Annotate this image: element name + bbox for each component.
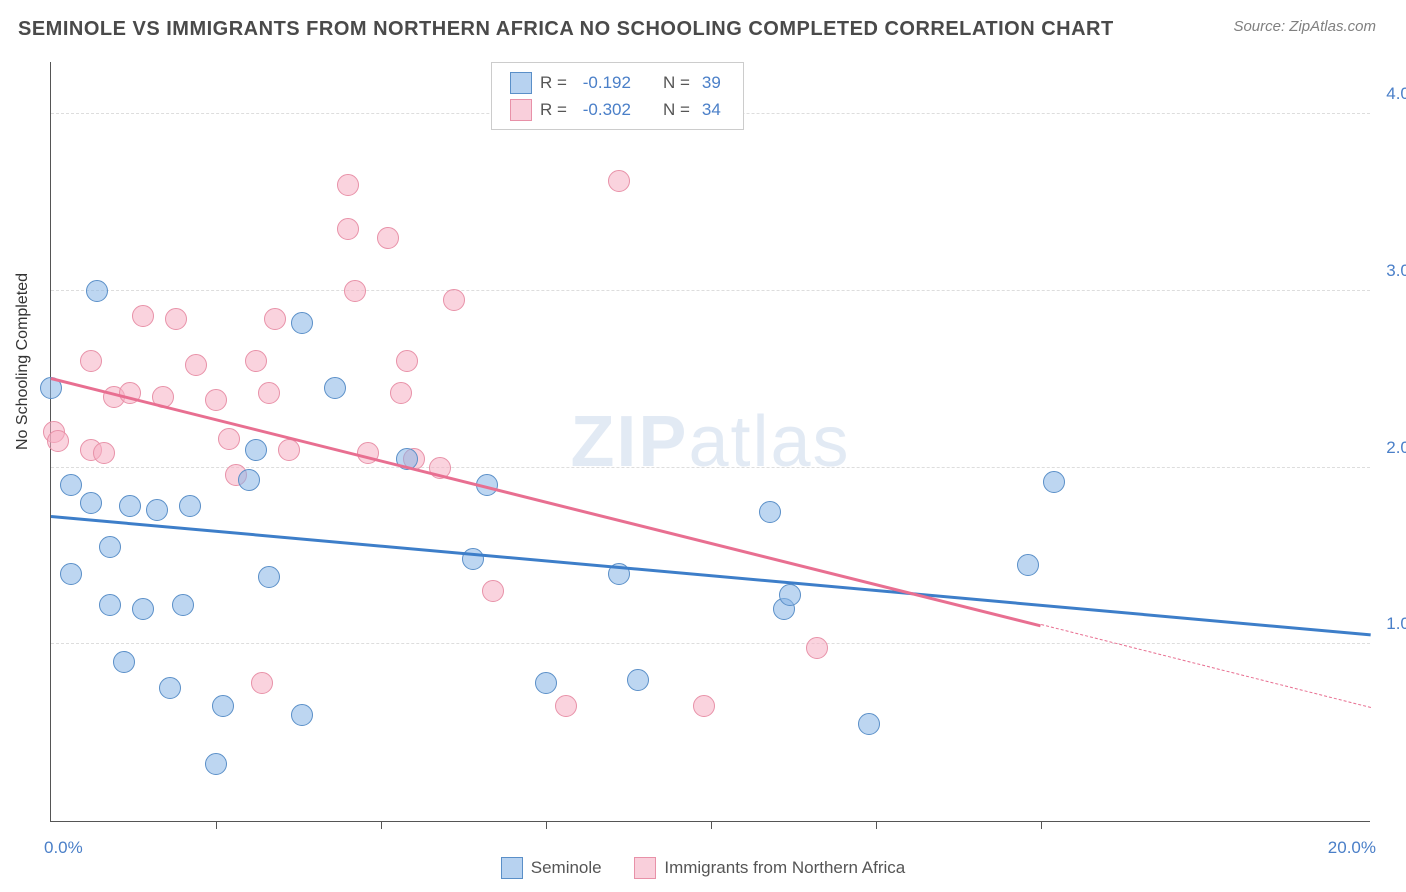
- gridline: [51, 467, 1370, 468]
- data-point-pink: [555, 695, 577, 717]
- data-point-pink: [132, 305, 154, 327]
- data-point-blue: [324, 377, 346, 399]
- data-point-pink: [443, 289, 465, 311]
- x-tick: [876, 821, 877, 829]
- data-point-blue: [858, 713, 880, 735]
- y-tick-label: 3.0%: [1386, 261, 1406, 281]
- legend-swatch-1: [501, 857, 523, 879]
- data-point-pink: [608, 170, 630, 192]
- legend-swatch-2: [634, 857, 656, 879]
- data-point-blue: [535, 672, 557, 694]
- data-point-pink: [264, 308, 286, 330]
- data-point-pink: [390, 382, 412, 404]
- n-label-1: N =: [663, 69, 690, 96]
- data-point-pink: [47, 430, 69, 452]
- data-point-blue: [258, 566, 280, 588]
- data-point-blue: [212, 695, 234, 717]
- data-point-blue: [132, 598, 154, 620]
- legend-label-2: Immigrants from Northern Africa: [664, 858, 905, 878]
- data-point-blue: [60, 563, 82, 585]
- r-label-1: R =: [540, 69, 567, 96]
- data-point-blue: [80, 492, 102, 514]
- data-point-blue: [759, 501, 781, 523]
- data-point-blue: [627, 669, 649, 691]
- x-tick: [1041, 821, 1042, 829]
- data-point-pink: [205, 389, 227, 411]
- data-point-blue: [291, 312, 313, 334]
- data-point-blue: [99, 594, 121, 616]
- data-point-blue: [172, 594, 194, 616]
- y-axis-label: No Schooling Completed: [14, 273, 32, 450]
- swatch-series2: [510, 99, 532, 121]
- n-label-2: N =: [663, 96, 690, 123]
- data-point-blue: [1043, 471, 1065, 493]
- data-point-blue: [159, 677, 181, 699]
- data-point-blue: [113, 651, 135, 673]
- trendline-pink-dashed: [1041, 624, 1372, 709]
- x-tick: [711, 821, 712, 829]
- trendline-blue: [51, 515, 1371, 636]
- legend-item-1: Seminole: [501, 857, 602, 879]
- swatch-series1: [510, 72, 532, 94]
- stats-row-1: R = -0.192 N = 39: [510, 69, 725, 96]
- data-point-blue: [146, 499, 168, 521]
- data-point-pink: [806, 637, 828, 659]
- source-label: Source: ZipAtlas.com: [1233, 18, 1376, 35]
- data-point-blue: [1017, 554, 1039, 576]
- data-point-blue: [60, 474, 82, 496]
- data-point-blue: [119, 495, 141, 517]
- watermark-light: atlas: [688, 402, 850, 482]
- r-label-2: R =: [540, 96, 567, 123]
- gridline: [51, 643, 1370, 644]
- data-point-pink: [251, 672, 273, 694]
- data-point-pink: [80, 350, 102, 372]
- data-point-blue: [238, 469, 260, 491]
- data-point-pink: [396, 350, 418, 372]
- data-point-pink: [245, 350, 267, 372]
- n-value-1: 39: [698, 69, 725, 96]
- n-value-2: 34: [698, 96, 725, 123]
- data-point-blue: [291, 704, 313, 726]
- legend-label-1: Seminole: [531, 858, 602, 878]
- plot-area: ZIPatlas R = -0.192 N = 39 R = -0.302 N …: [50, 62, 1370, 822]
- data-point-blue: [86, 280, 108, 302]
- chart-title: SEMINOLE VS IMMIGRANTS FROM NORTHERN AFR…: [18, 18, 1114, 41]
- x-tick: [216, 821, 217, 829]
- data-point-pink: [258, 382, 280, 404]
- stats-legend-box: R = -0.192 N = 39 R = -0.302 N = 34: [491, 62, 744, 130]
- x-end-label: 20.0%: [1328, 838, 1376, 858]
- y-tick-label: 2.0%: [1386, 438, 1406, 458]
- y-tick-label: 4.0%: [1386, 84, 1406, 104]
- data-point-pink: [693, 695, 715, 717]
- legend-item-2: Immigrants from Northern Africa: [634, 857, 905, 879]
- data-point-pink: [337, 174, 359, 196]
- data-point-blue: [99, 536, 121, 558]
- x-start-label: 0.0%: [44, 838, 83, 858]
- data-point-pink: [337, 218, 359, 240]
- r-value-1: -0.192: [575, 69, 635, 96]
- watermark: ZIPatlas: [570, 401, 850, 483]
- stats-row-2: R = -0.302 N = 34: [510, 96, 725, 123]
- data-point-pink: [165, 308, 187, 330]
- x-tick: [381, 821, 382, 829]
- data-point-blue: [779, 584, 801, 606]
- data-point-pink: [344, 280, 366, 302]
- x-tick: [546, 821, 547, 829]
- y-tick-label: 1.0%: [1386, 614, 1406, 634]
- data-point-blue: [245, 439, 267, 461]
- data-point-blue: [179, 495, 201, 517]
- data-point-blue: [205, 753, 227, 775]
- data-point-pink: [377, 227, 399, 249]
- watermark-bold: ZIP: [570, 402, 688, 482]
- data-point-pink: [218, 428, 240, 450]
- r-value-2: -0.302: [575, 96, 635, 123]
- data-point-pink: [482, 580, 504, 602]
- bottom-legend: Seminole Immigrants from Northern Africa: [0, 857, 1406, 884]
- data-point-pink: [278, 439, 300, 461]
- data-point-pink: [185, 354, 207, 376]
- gridline: [51, 290, 1370, 291]
- data-point-pink: [93, 442, 115, 464]
